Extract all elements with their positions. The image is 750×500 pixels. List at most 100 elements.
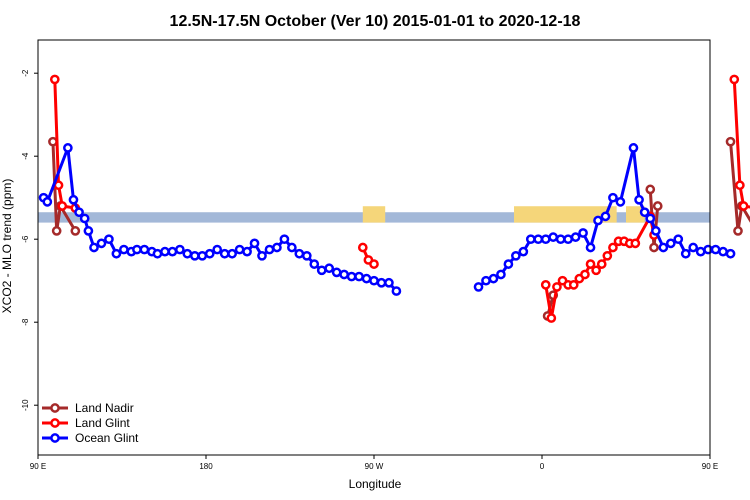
data-point [546,313,557,323]
band-land-segment [626,206,645,223]
data-point [680,248,691,259]
data-point [695,246,706,257]
data-point [369,275,379,286]
legend-label: Land Glint [75,416,130,430]
data-point [301,250,312,261]
data-point [602,250,613,261]
data-point [511,250,521,261]
data-point [89,242,99,253]
data-point [525,234,536,245]
data-point [718,246,728,257]
data-point [96,238,107,249]
data-point [212,244,223,255]
data-point [600,211,611,222]
data-point [272,242,282,253]
data-point [160,246,170,257]
data-point [518,246,529,257]
data-point [227,248,237,259]
data-point [651,226,661,236]
legend-item: Ocean Glint [42,431,139,445]
data-point [563,234,573,245]
data-point [658,242,669,253]
data-point [725,136,736,147]
data-point [384,277,394,288]
data-point [361,273,372,284]
band-land-segment [514,206,617,223]
data-point [152,248,163,259]
data-point [111,248,122,259]
legend-item: Land Glint [42,416,130,430]
x-tick-label: 90 E [30,462,46,471]
data-point [473,282,484,292]
data-point [733,226,743,236]
data-point [51,226,62,236]
data-point [175,244,185,255]
data-point [249,238,260,249]
data-point [639,207,650,218]
data-point [219,248,230,259]
data-point [167,246,178,257]
x-tick-label: 90 W [365,462,384,471]
data-point [688,242,699,253]
data-point [628,143,639,153]
series-land-glint [49,74,750,323]
series-layer [38,74,750,323]
data-point [738,201,749,211]
data-point [74,207,84,218]
data-point [316,265,327,276]
data-point [182,248,193,259]
series-line [729,141,750,232]
data-point [555,234,566,245]
data-point [580,269,590,280]
y-tick-label: -8 [21,318,30,326]
data-point [503,259,514,269]
data-point [481,275,491,286]
legend-label: Ocean Glint [75,431,139,445]
data-point [68,194,79,205]
data-point [735,180,745,191]
data-point [257,250,267,261]
data-point [578,228,588,238]
data-point [324,263,335,274]
legend-marker [50,433,60,443]
x-tick-label: 0 [540,462,545,471]
data-point [652,201,663,211]
data-point [279,234,290,245]
data-point [287,242,297,253]
data-point [540,280,551,290]
data-point [197,250,208,261]
data-point [189,250,200,261]
data-point [593,215,603,226]
data-point [496,269,506,280]
surface-band [38,206,710,223]
legend-label: Land Nadir [75,401,134,415]
data-point [645,184,656,195]
data-point [376,277,387,288]
data-point [42,197,53,207]
data-point [608,242,618,253]
data-point [354,271,364,282]
data-point [132,244,142,255]
chart-title: 12.5N-17.5N October (Ver 10) 2015-01-01 … [170,13,581,30]
data-point [79,213,90,224]
data-point [339,269,349,280]
y-axis-label: XCO2 - MLO trend (ppm) [0,179,14,314]
data-point [357,242,368,253]
data-point [57,201,68,211]
data-point [665,238,676,249]
data-point [533,234,544,245]
y-tick-label: -2 [21,69,30,77]
series-line [732,79,750,209]
data-point [585,259,596,269]
data-point [49,74,60,85]
data-point [346,271,357,282]
y-tick-label: -10 [21,399,30,411]
data-point [369,259,379,269]
data-point [703,244,713,255]
data-point [264,244,275,255]
legend-item: Land Nadir [42,401,134,415]
data-point [568,280,579,290]
data-point [63,143,73,153]
